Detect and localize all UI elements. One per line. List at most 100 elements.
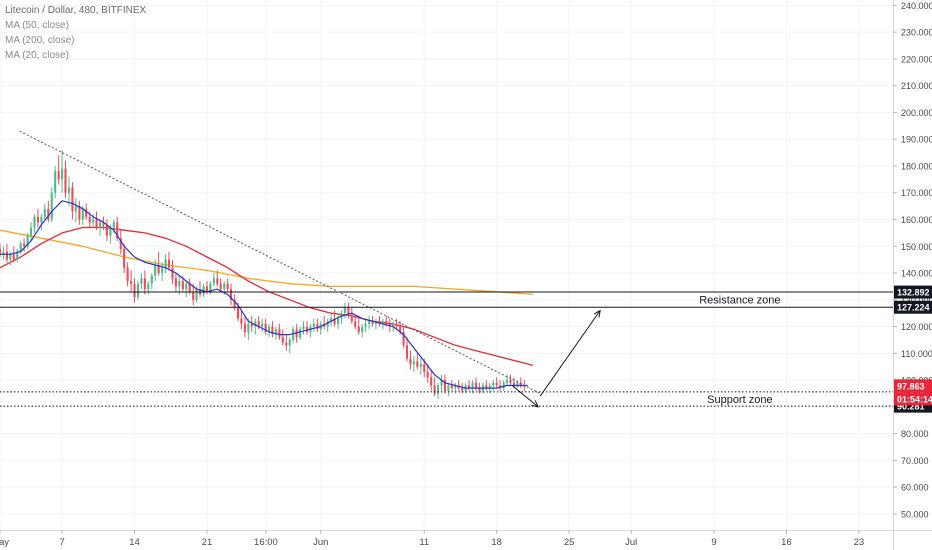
projection-arrow — [539, 310, 601, 397]
candle-body — [405, 345, 409, 359]
price-tick-label: 60.000 — [901, 483, 929, 493]
candle-body — [43, 208, 46, 217]
candle-body — [157, 265, 160, 274]
candle-body — [302, 326, 305, 330]
candle-body — [485, 385, 488, 389]
candle-body — [368, 321, 371, 324]
candle-body — [261, 323, 264, 327]
legend-ma-50[interactable]: MA (50, close) — [5, 20, 69, 31]
candle-body — [399, 326, 402, 332]
price-tick-label: 170.000 — [901, 188, 932, 198]
candle-body — [433, 385, 436, 394]
candle-body — [274, 329, 278, 335]
candles — [0, 149, 526, 399]
candle-body — [243, 323, 246, 332]
candle-body — [292, 329, 295, 340]
candle-body — [147, 283, 150, 290]
candle-body — [264, 323, 267, 332]
candle-body — [412, 361, 415, 365]
ma-path — [0, 229, 533, 296]
candle-body — [9, 254, 12, 260]
candle-body — [440, 380, 443, 386]
price-tick-label: 230.000 — [901, 28, 932, 38]
time-tick-label: 11 — [419, 537, 429, 548]
legend-ma-20[interactable]: MA (20, close) — [5, 50, 69, 61]
candle-body — [150, 275, 153, 284]
candle-body — [436, 385, 440, 394]
time-axis[interactable]: May 7 14 21 16:00 Jun 11 18 25 Jul 9 16 23 — [0, 530, 932, 548]
candle-body — [95, 219, 98, 228]
level-tag-label: 127.224 — [897, 303, 930, 313]
time-tick-label: 18 — [491, 537, 502, 548]
candle-body — [326, 321, 329, 327]
candle-body — [133, 283, 136, 298]
candle-body — [216, 278, 219, 284]
candle-body — [467, 385, 471, 389]
candle-body — [85, 208, 88, 217]
ma-path — [0, 226, 534, 367]
ma-50-line — [0, 226, 534, 367]
candle-body — [185, 283, 188, 290]
candle-body — [181, 281, 184, 290]
candle-body — [392, 323, 395, 327]
candle-body — [105, 224, 108, 236]
candle-body — [143, 278, 146, 290]
candle-body — [88, 216, 91, 223]
candle-body — [316, 323, 319, 330]
price-tick-label: 70.000 — [901, 456, 929, 466]
candle-body — [81, 208, 84, 220]
projection-arrow — [511, 385, 539, 408]
candle-body — [247, 323, 250, 332]
candle-body — [461, 388, 464, 391]
legend-ma-200[interactable]: MA (200, close) — [5, 35, 75, 46]
candle-body — [278, 329, 281, 338]
candle-body — [381, 321, 384, 324]
price-tick-label: 110.000 — [901, 349, 932, 359]
time-tick-label: Jun — [313, 537, 328, 548]
candle-body — [236, 307, 240, 319]
price-tick-label: 200.000 — [901, 108, 932, 118]
candle-body — [299, 329, 302, 338]
candle-body — [426, 372, 429, 378]
candle-body — [281, 337, 284, 343]
price-tick-label: 80.000 — [901, 429, 929, 439]
candle-body — [36, 216, 40, 223]
candle-body — [67, 187, 71, 193]
candle-body — [23, 243, 26, 247]
candle-body — [19, 243, 22, 252]
candle-body — [333, 318, 336, 324]
candle-body — [423, 364, 426, 373]
candle-body — [219, 283, 222, 290]
candle-body — [57, 171, 60, 180]
zone-label: Resistance zone — [699, 295, 780, 307]
candle-body — [109, 227, 112, 236]
candle-body — [254, 321, 257, 327]
price-axis[interactable]: 50.00060.00070.00080.00090.000100.000110… — [893, 0, 932, 550]
candle-body — [385, 321, 388, 324]
candle-body — [74, 206, 77, 212]
candle-body — [212, 278, 215, 284]
candle-body — [443, 380, 447, 391]
drawings: Resistance zone Support zone — [0, 130, 893, 408]
time-tick-label: 23 — [854, 537, 865, 548]
candle-body — [126, 267, 129, 282]
candle-body — [257, 321, 260, 327]
candle-body — [402, 331, 405, 346]
candle-body — [233, 299, 236, 308]
symbol-title[interactable]: Litecoin / Dollar, 480, BITFINEX — [5, 5, 147, 16]
candle-body — [312, 323, 315, 327]
candle-body — [229, 289, 233, 300]
price-tick-label: 50.000 — [901, 509, 929, 519]
price-tick-label: 140.000 — [901, 269, 932, 279]
price-tick-label: 240.000 — [901, 1, 932, 11]
candle-body — [98, 222, 102, 228]
candle-body — [267, 326, 271, 332]
candle-body — [354, 321, 357, 327]
candle-body — [330, 318, 333, 322]
candle-body — [336, 318, 340, 324]
countdown-tag-label: 01:54:14 — [897, 394, 932, 404]
price-tick-label: 210.000 — [901, 81, 932, 91]
price-tick-label: 190.000 — [901, 135, 932, 145]
